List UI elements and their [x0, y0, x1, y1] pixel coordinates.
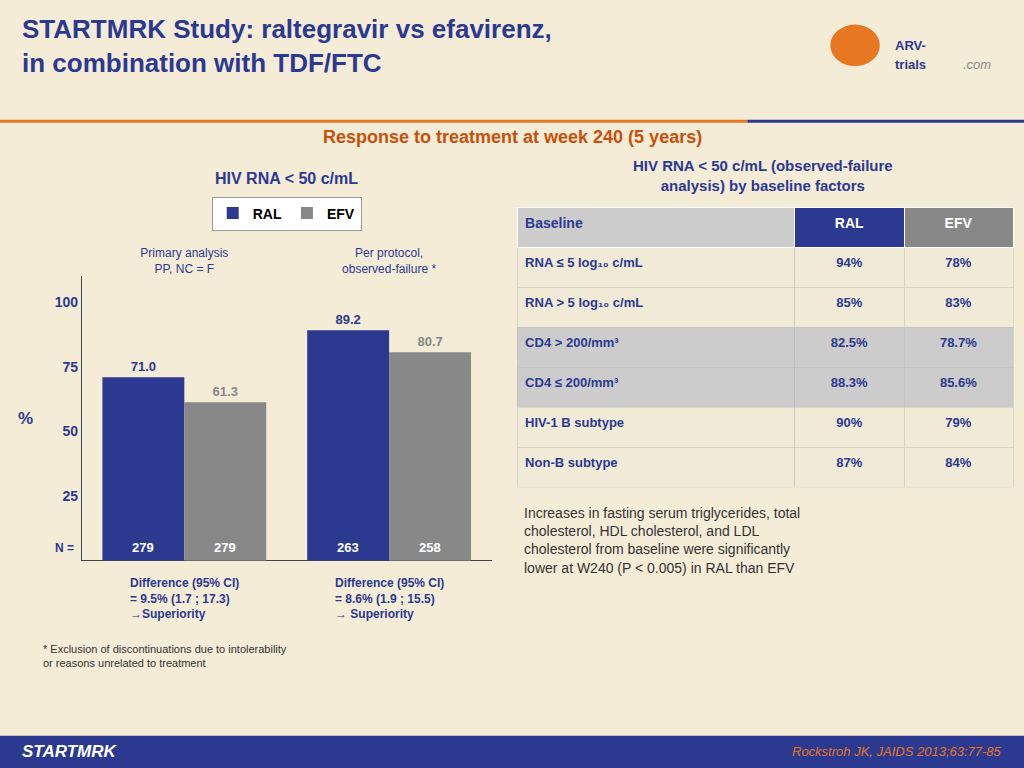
svg-text:87%: 87% — [836, 455, 862, 470]
svg-text:Primary analysisPP, NC = F: Primary analysisPP, NC = F — [140, 246, 228, 276]
svg-text:Per protocol,observed-failure: Per protocol,observed-failure * — [342, 246, 436, 276]
svg-text:85.6%: 85.6% — [940, 375, 977, 390]
svg-text:Rockstroh JK, JAIDS 2013;63:77: Rockstroh JK, JAIDS 2013;63:77-85 — [792, 744, 1002, 759]
svg-text:RNA > 5 log₁₀ c/mL: RNA > 5 log₁₀ c/mL — [525, 295, 643, 310]
svg-text:* Exclusion of discontinuation: * Exclusion of discontinuations due to i… — [43, 643, 287, 669]
svg-text:89.2: 89.2 — [336, 312, 361, 327]
svg-text:75: 75 — [63, 359, 79, 375]
svg-text:279: 279 — [214, 540, 236, 555]
svg-text:RAL: RAL — [835, 215, 864, 231]
svg-text:STARTMRK: STARTMRK — [22, 742, 118, 761]
svg-text:HIV RNA < 50 c/mL: HIV RNA < 50 c/mL — [215, 170, 358, 187]
svg-text:94%: 94% — [836, 255, 862, 270]
svg-text:Difference (95% CI)= 8.6% (1.9: Difference (95% CI)= 8.6% (1.9 ; 15.5)→ … — [335, 576, 444, 621]
svg-text:N =: N = — [55, 541, 74, 555]
svg-text:79%: 79% — [945, 415, 971, 430]
svg-text:71.0: 71.0 — [131, 359, 156, 374]
svg-text:RNA ≤ 5 log₁₀ c/mL: RNA ≤ 5 log₁₀ c/mL — [525, 255, 643, 270]
svg-text:RAL: RAL — [253, 206, 282, 222]
svg-text:STARTMRK Study: raltegravir vs: STARTMRK Study: raltegravir vs efavirenz… — [22, 14, 552, 78]
svg-text:Increases in fasting serum tri: Increases in fasting serum triglycerides… — [524, 505, 800, 576]
svg-text:279: 279 — [132, 540, 154, 555]
svg-text:CD4 ≤ 200/mm³: CD4 ≤ 200/mm³ — [525, 375, 619, 390]
svg-text:80.7: 80.7 — [417, 334, 442, 349]
svg-text:%: % — [18, 409, 33, 428]
svg-text:82.5%: 82.5% — [831, 335, 868, 350]
svg-text:EFV: EFV — [327, 206, 355, 222]
svg-text:50: 50 — [63, 423, 79, 439]
svg-text:Response to treatment at week: Response to treatment at week 240 (5 yea… — [323, 127, 702, 147]
svg-text:Non-B subtype: Non-B subtype — [525, 455, 617, 470]
svg-text:78.7%: 78.7% — [940, 335, 977, 350]
svg-text:100: 100 — [55, 294, 79, 310]
svg-text:CD4 > 200/mm³: CD4 > 200/mm³ — [525, 335, 619, 350]
svg-text:258: 258 — [419, 540, 441, 555]
svg-text:61.3: 61.3 — [213, 384, 238, 399]
svg-text:263: 263 — [337, 540, 359, 555]
svg-text:HIV RNA < 50 c/mL (observed-fa: HIV RNA < 50 c/mL (observed-failureanaly… — [633, 157, 893, 194]
svg-text:EFV: EFV — [945, 215, 973, 231]
svg-text:83%: 83% — [945, 295, 971, 310]
svg-text:84%: 84% — [945, 455, 971, 470]
svg-text:HIV-1 B subtype: HIV-1 B subtype — [525, 415, 624, 430]
svg-text:.com: .com — [963, 57, 991, 72]
svg-text:ARV-: ARV- — [895, 38, 926, 53]
svg-text:90%: 90% — [836, 415, 862, 430]
svg-text:25: 25 — [63, 488, 79, 504]
svg-text:Baseline: Baseline — [525, 215, 583, 231]
svg-text:trials: trials — [895, 57, 926, 72]
svg-text:78%: 78% — [945, 255, 971, 270]
svg-text:Difference (95% CI)= 9.5% (1.7: Difference (95% CI)= 9.5% (1.7 ; 17.3)→S… — [130, 576, 239, 621]
svg-text:85%: 85% — [836, 295, 862, 310]
svg-text:88.3%: 88.3% — [831, 375, 868, 390]
